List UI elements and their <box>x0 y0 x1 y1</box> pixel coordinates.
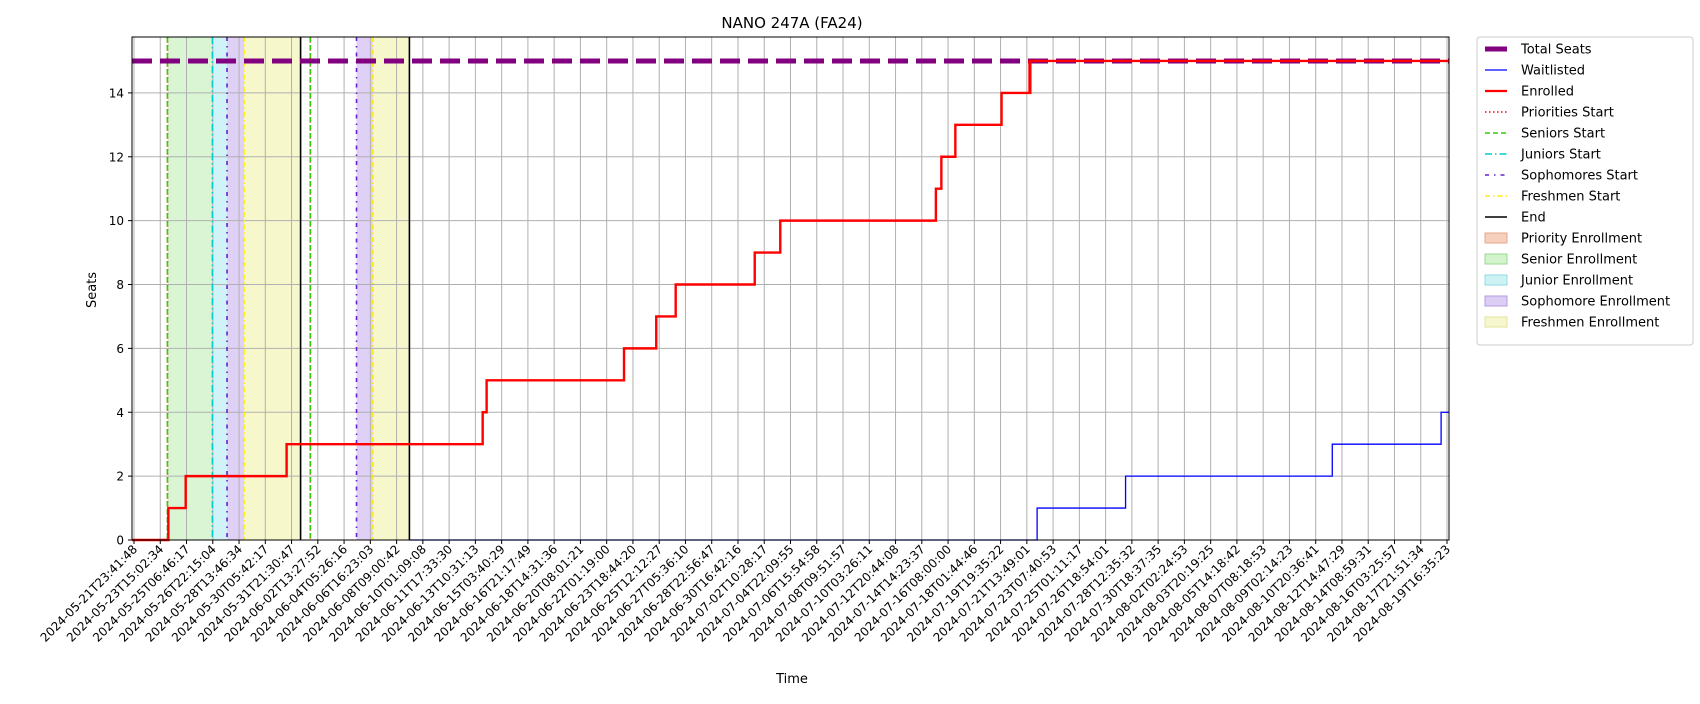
series-waitlisted <box>409 411 1449 541</box>
legend-label: Freshmen Start <box>1521 190 1620 205</box>
legend-item-junior-enrollment: Junior Enrollment <box>1484 274 1633 289</box>
legend-box <box>1476 36 1694 346</box>
legend: Total Seats Waitlisted Enrolled Priorities … <box>1476 36 1694 346</box>
band-sophomore-enrollment <box>227 37 245 540</box>
legend-label: Waitlisted <box>1521 64 1585 79</box>
band-freshmen-enrollment <box>244 37 301 540</box>
legend-item-seniors-start: Seniors Start <box>1485 127 1605 142</box>
legend-label: Sophomores Start <box>1521 169 1638 184</box>
legend-item-end: End <box>1485 211 1546 226</box>
legend-label: Priority Enrollment <box>1521 232 1642 247</box>
legend-item-priority-enrollment: Priority Enrollment <box>1484 232 1642 247</box>
legend-label: Senior Enrollment <box>1521 253 1637 268</box>
y-tick-label: 2 <box>116 470 124 484</box>
y-axis-label: Seats <box>85 272 100 308</box>
legend-label: Total Seats <box>1520 43 1592 58</box>
legend-item-senior-enrollment: Senior Enrollment <box>1484 253 1637 268</box>
legend-swatch <box>1484 295 1508 307</box>
series-enrolled <box>132 59 1449 542</box>
legend-label: Seniors Start <box>1521 127 1605 142</box>
x-axis-label: Time <box>775 672 808 687</box>
y-tick-label: 12 <box>109 150 124 164</box>
y-tick-label: 6 <box>116 342 124 356</box>
legend-item-freshmen-enrollment: Freshmen Enrollment <box>1484 316 1659 331</box>
axes: 2024-05-21T23:41:482024-05-23T15:02:3420… <box>38 36 1453 645</box>
legend-item-waitlisted: Waitlisted <box>1485 64 1585 79</box>
legend-item-priorities-start: Priorities Start <box>1485 106 1614 121</box>
y-tick-label: 8 <box>116 278 124 292</box>
series-lines <box>132 58 1449 542</box>
phase-markers <box>166 37 411 540</box>
plot-frame <box>131 36 1450 541</box>
y-tick-label: 0 <box>116 534 124 548</box>
legend-label: Priorities Start <box>1521 106 1614 121</box>
legend-item-juniors-start: Juniors Start <box>1485 148 1601 163</box>
y-tick-label: 10 <box>109 214 124 228</box>
legend-swatch <box>1484 253 1508 265</box>
band-sophomore-enrollment <box>356 37 373 540</box>
legend-item-sophomores-start: Sophomores Start <box>1485 169 1638 184</box>
legend-swatch <box>1484 232 1508 244</box>
legend-label: Freshmen Enrollment <box>1521 316 1659 331</box>
legend-label: End <box>1521 211 1546 226</box>
legend-label: Enrolled <box>1521 85 1574 100</box>
legend-label: Sophomore Enrollment <box>1521 295 1670 310</box>
legend-swatch <box>1484 274 1508 286</box>
legend-item-sophomore-enrollment: Sophomore Enrollment <box>1484 295 1670 310</box>
band-junior-enrollment <box>212 37 228 540</box>
legend-label: Juniors Start <box>1520 148 1601 163</box>
band-senior-enrollment <box>167 37 213 540</box>
band-freshmen-enrollment <box>372 37 410 540</box>
legend-swatch <box>1484 316 1508 328</box>
legend-label: Junior Enrollment <box>1520 274 1633 289</box>
legend-item-enrolled: Enrolled <box>1485 85 1574 100</box>
legend-item-freshmen-start: Freshmen Start <box>1485 190 1620 205</box>
grid <box>132 37 1449 541</box>
chart-title: NANO 247A (FA24) <box>721 14 862 32</box>
legend-item-total-seats: Total Seats <box>1485 43 1592 58</box>
y-tick-label: 4 <box>116 406 124 420</box>
y-tick-label: 14 <box>109 86 124 100</box>
